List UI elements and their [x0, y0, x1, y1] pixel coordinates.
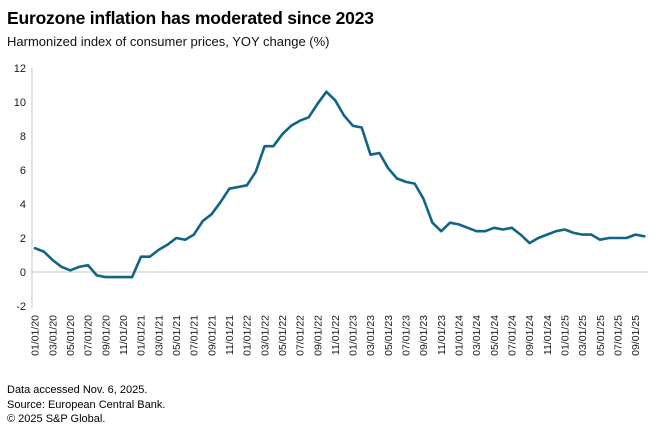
- x-axis-label: 09/01/24: [524, 315, 536, 356]
- inflation-line: [33, 90, 646, 279]
- y-axis-label: 2: [20, 233, 26, 245]
- x-axis-label: 09/01/22: [312, 315, 324, 356]
- x-axis-label: 09/01/23: [418, 315, 430, 356]
- x-axis-label: 07/01/25: [612, 315, 624, 356]
- y-axis-label: 10: [14, 97, 26, 109]
- page-title: Eurozone inflation has moderated since 2…: [7, 8, 374, 28]
- x-axis-label: 07/01/22: [295, 315, 307, 356]
- x-axis-label: 01/01/21: [136, 315, 148, 356]
- x-axis-label: 01/01/25: [559, 315, 571, 356]
- x-axis-label: 01/01/22: [242, 315, 254, 356]
- x-axis-label: 11/01/20: [118, 315, 130, 355]
- source-note: Source: European Central Bank.: [7, 398, 166, 411]
- copyright-note: © 2025 S&P Global.: [7, 413, 106, 425]
- y-axis-label: 6: [20, 165, 26, 177]
- x-axis-label: 05/01/22: [277, 315, 289, 356]
- y-axis-label: 12: [14, 63, 26, 75]
- x-axis-label: 03/01/22: [259, 315, 271, 356]
- x-axis-label: 01/01/20: [30, 315, 42, 356]
- x-axis-label: 07/01/20: [83, 315, 95, 356]
- chart-footer: Data accessed Nov. 6, 2025. Source: Euro…: [7, 383, 165, 427]
- x-axis-label: 03/01/23: [365, 315, 377, 356]
- x-axis-label: 05/01/24: [489, 315, 501, 356]
- x-axis-label: 07/01/23: [401, 315, 413, 356]
- x-axis-label: 01/01/23: [348, 315, 360, 356]
- x-axis-label: 07/01/24: [506, 315, 518, 356]
- x-axis-label: 03/01/20: [47, 315, 59, 356]
- x-axis-label: 01/01/24: [453, 315, 465, 356]
- x-axis-label: 11/01/23: [436, 315, 448, 355]
- y-axis-label: 0: [20, 267, 26, 279]
- data-accessed-note: Data accessed Nov. 6, 2025.: [7, 384, 148, 396]
- y-axis-label: 4: [20, 199, 26, 211]
- x-axis-label: 05/01/20: [65, 315, 77, 356]
- x-axis-label: 09/01/21: [206, 315, 218, 356]
- x-axis-label: 11/01/22: [330, 315, 342, 355]
- x-axis-label: 03/01/21: [153, 315, 165, 356]
- chart-subtitle: Harmonized index of consumer prices, YOY…: [7, 34, 330, 49]
- x-axis-label: 03/01/24: [471, 315, 483, 356]
- x-axis-label: 07/01/21: [189, 315, 201, 356]
- x-axis-label: 05/01/23: [383, 315, 395, 356]
- x-axis-label: 11/01/24: [542, 315, 554, 355]
- chart-header: Eurozone inflation has moderated since 2…: [7, 8, 653, 50]
- x-axis-label: 03/01/25: [577, 315, 589, 356]
- x-axis-label: 09/01/20: [100, 315, 112, 356]
- x-axis-label: 11/01/21: [224, 315, 236, 355]
- y-axis-label: 8: [20, 131, 26, 143]
- x-axis-label: 05/01/21: [171, 315, 183, 356]
- x-axis-label: 09/01/25: [630, 315, 642, 356]
- x-axis-label: 05/01/25: [595, 315, 607, 356]
- inflation-line-chart: -2 0 2 4 6 8 10 12 01/01/20 03/01/20 05/01/20 07/01…: [14, 63, 648, 356]
- y-axis-label: -2: [16, 301, 26, 313]
